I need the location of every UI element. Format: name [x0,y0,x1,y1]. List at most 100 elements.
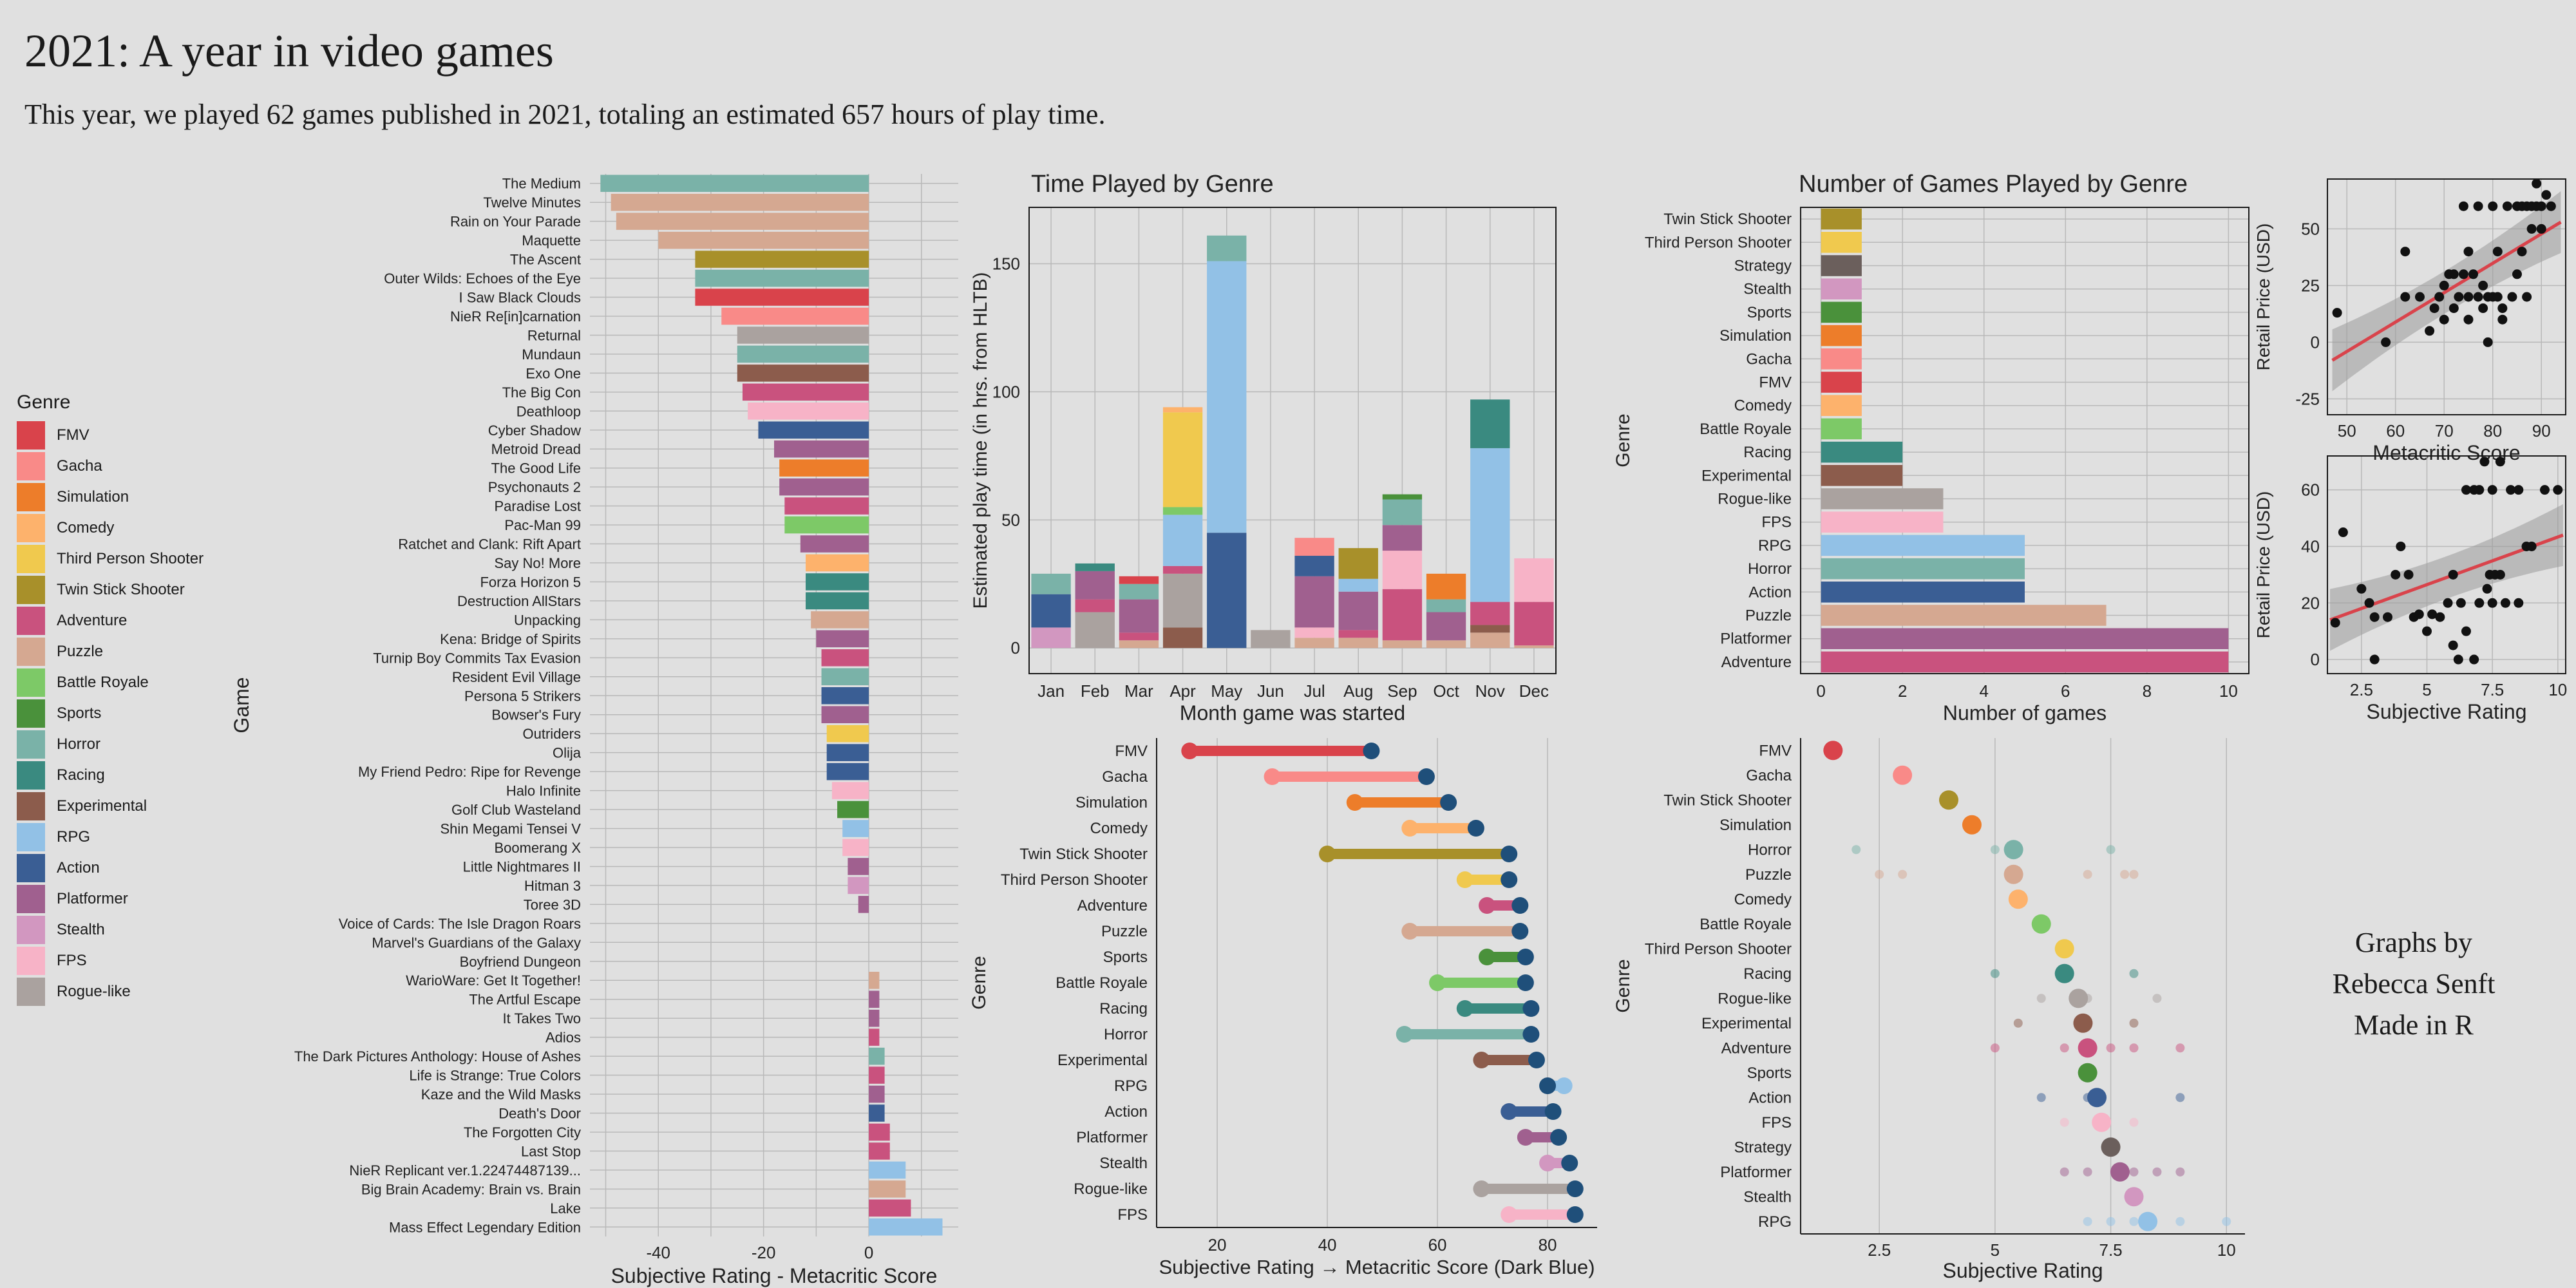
dumbbell-genre-label: Battle Royale [1056,974,1148,992]
time-bar-segment [1294,627,1334,638]
diff-bar [695,251,869,268]
diff-game-label: Toree 3D [524,896,581,913]
credit-line-1: Graphs by [2354,927,2473,958]
dots-individual-point [2175,1043,2185,1053]
diff-bar [858,896,869,913]
diff-game-label: Olija [553,745,582,761]
dumbbell-genre-label: Stealth [1099,1155,1148,1172]
diff-bar [821,706,869,723]
dumbbell-genre-label: Simulation [1075,794,1148,811]
time-tick-label: May [1211,681,1242,701]
subj-scatter-point [2474,598,2485,608]
diff-game-label: Lake [550,1200,581,1217]
dots-individual-point [2152,1167,2162,1177]
diff-game-label: Maquette [522,232,581,249]
dots-genre-label: Twin Stick Shooter [1663,791,1792,809]
dots-mean-point [2031,914,2051,934]
time-tick-label: Jul [1303,681,1325,701]
diff-game-label: Shin Megami Tensei V [440,821,582,837]
dots-genre-label: RPG [1758,1213,1792,1231]
meta-scatter-point [2492,247,2503,257]
dots-individual-point [2013,1018,2023,1028]
time-bar-segment [1207,235,1247,261]
legend-label: Puzzle [57,643,104,660]
dots-mean-point [2003,840,2023,860]
diff-bar [826,744,869,761]
diff-bar [616,213,869,230]
subj-scatter-tick-label: 20 [2301,593,2320,612]
dots-individual-point [2036,994,2046,1003]
meta-scatter-point [2468,269,2479,279]
dots-x-axis-label: Subjective Rating [1942,1259,2103,1282]
diff-game-label: Metroid Dread [491,441,581,457]
meta-scatter-point [2478,303,2488,314]
diff-bar [869,1066,885,1084]
time-bar-segment [1162,407,1203,413]
diff-game-label: Ratchet and Clank: Rift Apart [398,536,581,553]
time-bar-segment [1382,640,1423,649]
diff-game-label: Deathloop [516,403,581,419]
diff-bar [869,1161,906,1179]
legend-label: Experimental [57,797,147,815]
dumbbell-x-axis-label: Subjective Rating → Metacritic Score (Da… [1159,1256,1595,1278]
subj-scatter-tick-label: 5 [2422,680,2431,699]
meta-scatter-point [2473,201,2483,211]
legend-item: Battle Royale [17,667,204,698]
dumbbell-subjective-point [1473,1180,1490,1197]
time-bar-segment [1294,638,1334,649]
dots-genre-label: Battle Royale [1700,916,1792,933]
dots-tick-label: 7.5 [2099,1240,2122,1260]
diff-game-label: Say No! More [495,555,582,571]
diff-game-label: Voice of Cards: The Isle Dragon Roars [339,916,581,932]
diff-game-label: Persona 5 Strikers [464,688,581,704]
legend-item: Racing [17,760,204,791]
legend-item: Gacha [17,451,204,482]
subj-scatter-point [2461,485,2471,495]
legend-swatch [17,885,45,913]
legend-swatch [17,699,45,728]
meta-scatter-tick-label: 0 [2311,332,2320,352]
meta-scatter-tick-label: 80 [2483,421,2502,440]
count-genre-label: Battle Royale [1700,421,1792,438]
diff-y-axis-label: Game [230,677,253,733]
dots-mean-point [2138,1211,2158,1231]
dumbbell-genre-label: Twin Stick Shooter [1019,846,1148,863]
legend-label: RPG [57,828,91,846]
dots-mean-point [2087,1088,2107,1108]
dots-genre-label: Rogue-like [1718,990,1792,1007]
meta-scatter-point [2439,280,2449,290]
legend-swatch [17,668,45,697]
dumbbell-subjective-point [1539,1155,1557,1171]
dots-individual-point [2129,1167,2139,1177]
dots-tick-label: 10 [2217,1240,2236,1260]
diff-game-label: Adios [545,1030,581,1046]
dots-individual-point [2060,1117,2069,1127]
diff-bar [779,459,869,477]
dots-individual-point [2120,869,2130,879]
time-tick-label: 150 [992,254,1020,274]
meta-scatter-point [2332,308,2342,318]
time-bar-segment [1119,599,1159,633]
dumbbell-metacritic-point [1501,846,1518,862]
subj-scatter-point [2414,609,2424,620]
meta-scatter-point [2434,292,2445,302]
dumbbell-metacritic-point [1511,897,1529,914]
dots-individual-point [2060,1167,2069,1177]
dots-genre-label: Action [1748,1089,1792,1106]
dots-individual-point [2129,1217,2139,1226]
meta-scatter-point [2448,269,2459,279]
meta-scatter-point [2497,314,2508,325]
meta-scatter-point [2448,303,2459,314]
dumbbell-metacritic-point [1440,794,1457,811]
dumbbell-genre-label: Puzzle [1101,923,1148,940]
count-bar [1821,372,1862,393]
time-bar-segment [1294,576,1334,628]
dots-mean-point [2124,1187,2144,1207]
time-bar-segment [1338,591,1378,630]
diff-bar [695,269,869,287]
dumbbell-metacritic-point [1566,1180,1584,1197]
time-bar-segment [1075,599,1115,612]
dots-individual-point [2129,969,2139,978]
meta-scatter-point [2463,247,2474,257]
diff-game-label: Halo Infinite [506,783,581,799]
